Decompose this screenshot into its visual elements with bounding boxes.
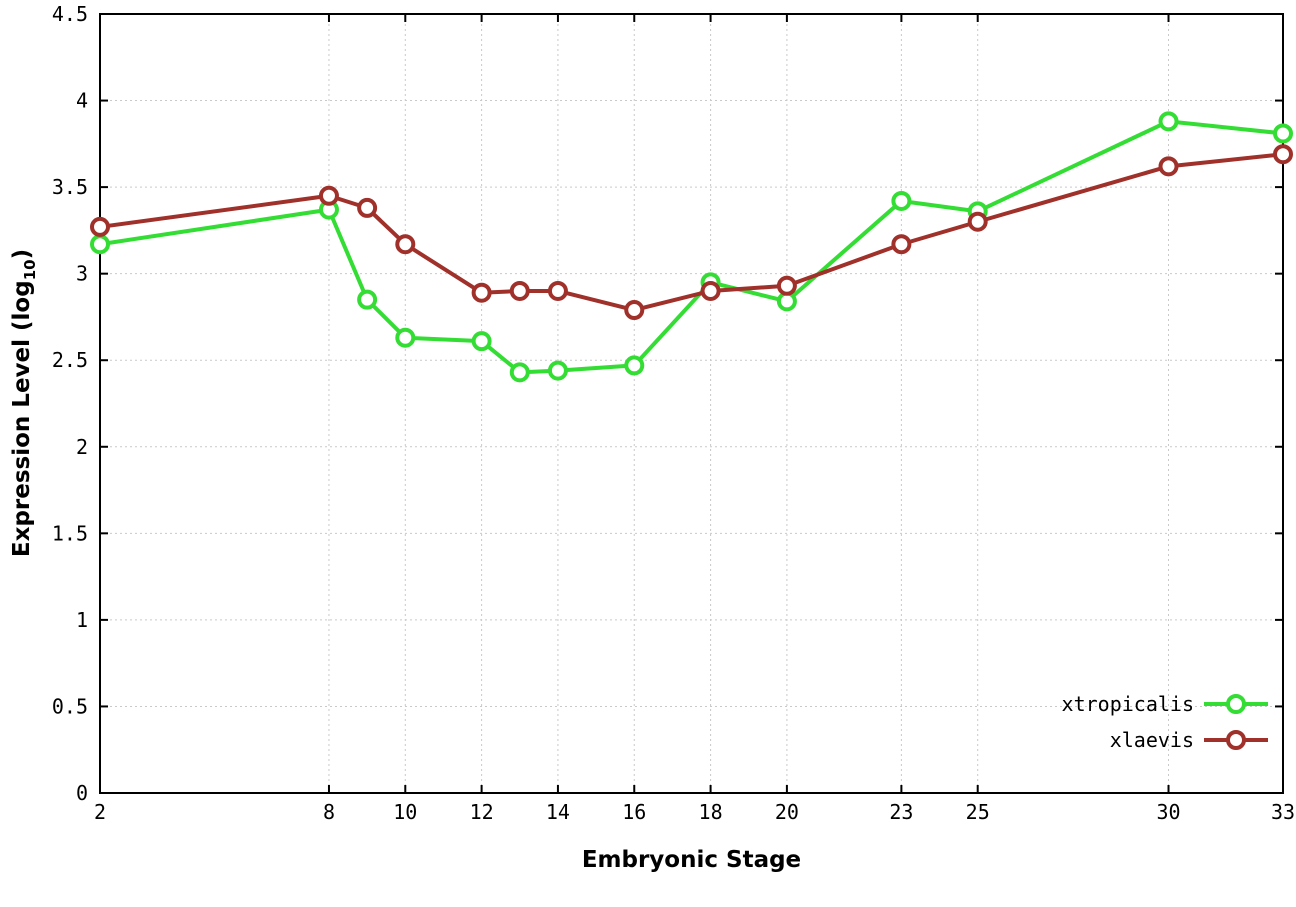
svg-text:4.5: 4.5	[52, 2, 88, 26]
y-axis-title-suffix: )	[9, 248, 36, 260]
svg-text:20: 20	[775, 800, 799, 824]
svg-text:3.5: 3.5	[52, 175, 88, 199]
legend-marker-xtropicalis	[1204, 694, 1268, 714]
legend: xtropicalis xlaevis	[1062, 692, 1272, 752]
svg-text:0.5: 0.5	[52, 694, 88, 718]
svg-text:25: 25	[966, 800, 990, 824]
svg-text:12: 12	[470, 800, 494, 824]
svg-text:1.5: 1.5	[52, 521, 88, 545]
svg-text:8: 8	[323, 800, 335, 824]
svg-text:2: 2	[76, 435, 88, 459]
legend-label-xtropicalis: xtropicalis	[1061, 692, 1194, 716]
legend-item-xlaevis: xlaevis	[1110, 728, 1272, 752]
svg-text:23: 23	[889, 800, 913, 824]
y-axis-title-subscript: 10	[20, 259, 39, 281]
svg-text:16: 16	[622, 800, 646, 824]
legend-item-xtropicalis: xtropicalis	[1062, 692, 1272, 716]
svg-text:30: 30	[1156, 800, 1180, 824]
svg-text:14: 14	[546, 800, 570, 824]
svg-text:18: 18	[699, 800, 723, 824]
svg-text:3: 3	[76, 262, 88, 286]
svg-text:10: 10	[393, 800, 417, 824]
y-axis-title: Expression Level (log10)	[9, 249, 39, 557]
svg-text:0: 0	[76, 781, 88, 805]
legend-label-xlaevis: xlaevis	[1109, 728, 1194, 752]
svg-text:2.5: 2.5	[52, 348, 88, 372]
svg-text:33: 33	[1271, 800, 1295, 824]
svg-text:1: 1	[76, 608, 88, 632]
x-axis-title: Embryonic Stage	[581, 847, 802, 873]
legend-marker-xlaevis	[1204, 730, 1268, 750]
svg-text:4: 4	[76, 89, 88, 113]
y-axis-title-text: Expression Level (log	[9, 280, 36, 558]
svg-text:2: 2	[94, 800, 106, 824]
